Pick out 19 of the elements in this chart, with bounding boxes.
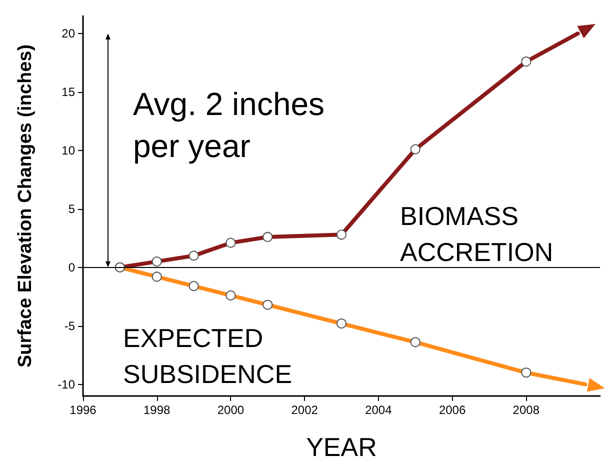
annotation: Avg. 2 inches per year (133, 86, 334, 164)
y-tick-label: 0 (68, 260, 76, 274)
x-axis-title: YEAR (306, 432, 377, 462)
x-tick-label: 2000 (217, 403, 244, 417)
series-label: BIOMASS ACCRETION (400, 201, 554, 267)
y-tick-label: 10 (62, 143, 76, 158)
series-label: EXPECTED SUBSIDENCE (123, 323, 292, 389)
y-tick-label: -5 (64, 318, 76, 333)
y-axis-title: Surface Elevation Changes (inches) (15, 44, 36, 368)
x-tick-label: 2004 (365, 403, 392, 417)
y-tick-label: -10 (58, 377, 76, 392)
y-tick-label: 15 (62, 85, 76, 99)
y-tick-label: 5 (68, 202, 76, 216)
y-tick-label: 20 (62, 26, 76, 41)
x-tick-label: 2006 (438, 403, 466, 417)
x-tick-label: 2002 (291, 403, 318, 417)
x-tick-label: 1996 (70, 403, 97, 417)
x-tick-label: 2008 (512, 403, 540, 417)
x-tick-label: 1998 (144, 403, 171, 417)
